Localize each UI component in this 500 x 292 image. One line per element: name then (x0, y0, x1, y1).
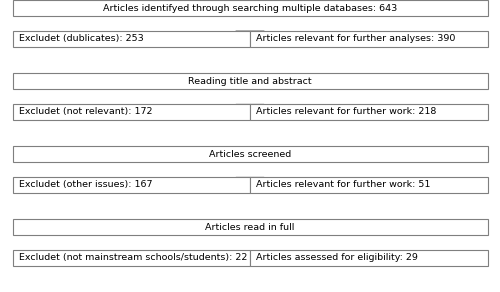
Polygon shape (221, 147, 279, 162)
Polygon shape (221, 177, 279, 193)
Bar (250, 31, 488, 47)
Text: Articles relevant for further analyses: 390: Articles relevant for further analyses: … (256, 34, 456, 43)
Text: Excludet (other issues): 167: Excludet (other issues): 167 (18, 180, 152, 189)
Text: Articles assessed for eligibility: 29: Articles assessed for eligibility: 29 (256, 253, 418, 262)
Bar (12, 250, 250, 266)
Bar (12, 146, 488, 162)
Polygon shape (221, 31, 279, 47)
Text: Articles screened: Articles screened (209, 150, 291, 159)
Text: Excludet (not mainstream schools/students): 22: Excludet (not mainstream schools/student… (18, 253, 247, 262)
Polygon shape (221, 104, 279, 120)
Polygon shape (221, 74, 279, 89)
Text: Articles identifyed through searching multiple databases: 643: Articles identifyed through searching mu… (103, 4, 397, 13)
Bar (12, 31, 250, 47)
Bar (12, 73, 488, 89)
Bar (12, 219, 488, 235)
Text: Excludet (not relevant): 172: Excludet (not relevant): 172 (18, 107, 152, 116)
Bar (12, 104, 250, 120)
Bar (250, 104, 488, 120)
Text: Reading title and abstract: Reading title and abstract (188, 77, 312, 86)
Text: Articles relevant for further work: 218: Articles relevant for further work: 218 (256, 107, 436, 116)
Bar (12, 177, 250, 193)
Text: Excludet (dublicates): 253: Excludet (dublicates): 253 (18, 34, 144, 43)
Text: Articles read in full: Articles read in full (206, 223, 294, 232)
Bar (250, 177, 488, 193)
Text: Articles relevant for further work: 51: Articles relevant for further work: 51 (256, 180, 430, 189)
Bar (250, 250, 488, 266)
Bar (12, 0, 488, 16)
Polygon shape (221, 220, 279, 235)
